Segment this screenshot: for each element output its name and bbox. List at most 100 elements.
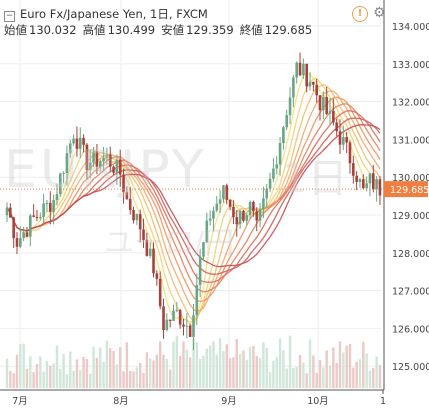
candle-body <box>118 159 122 175</box>
candle-body <box>352 163 355 176</box>
candle-body <box>372 173 375 190</box>
volume-bar <box>82 356 85 388</box>
candle-body <box>278 143 282 165</box>
candle-body <box>258 209 262 221</box>
volume-bar <box>338 341 342 388</box>
volume-bar <box>205 348 208 388</box>
volume-bar <box>305 373 308 388</box>
candle-body <box>255 211 259 221</box>
volume-bar <box>368 370 372 388</box>
volume-bar <box>42 371 45 388</box>
candle-body <box>65 153 69 173</box>
x-tick-label: 10月 <box>307 396 329 407</box>
alert-icon[interactable]: ! <box>352 6 368 22</box>
candle-body <box>92 151 95 163</box>
candle-body <box>378 179 382 196</box>
candle-body <box>78 137 82 149</box>
candle-body <box>102 157 105 162</box>
volume-bar <box>79 370 82 388</box>
candle-body <box>185 325 189 327</box>
volume-bar <box>242 350 245 388</box>
low-value: 129.359 <box>186 23 234 37</box>
candle-body <box>265 188 269 199</box>
volume-bar <box>232 357 235 388</box>
candle-body <box>332 110 335 123</box>
candle-body <box>142 229 145 240</box>
candle-body <box>9 207 12 218</box>
candle-body <box>192 315 195 337</box>
volume-bar <box>222 351 225 388</box>
settings-icon[interactable]: ⚙ <box>373 5 386 21</box>
candle-body <box>152 248 155 274</box>
candle-body <box>162 306 165 331</box>
volume-bar <box>325 350 328 388</box>
candle-body <box>312 81 315 85</box>
volume-bar <box>285 368 288 388</box>
candle-body <box>208 218 212 221</box>
volume-bar <box>172 341 175 388</box>
volume-bar <box>109 348 112 388</box>
watermark-symbol: EURJPY <box>4 140 207 200</box>
y-tick-label: 130.000 <box>392 173 429 184</box>
volume-bar <box>112 350 115 388</box>
volume-bar <box>235 338 238 388</box>
candle-body <box>145 239 149 256</box>
candle-body <box>155 273 159 279</box>
x-tick-label-end: 1 <box>380 396 386 407</box>
volume-bar <box>89 373 92 388</box>
volume-bar <box>318 359 322 388</box>
candle-body <box>302 63 305 76</box>
volume-bar <box>125 342 129 388</box>
volume-bar <box>345 345 348 388</box>
candle-body <box>58 173 62 195</box>
candle-body <box>29 215 32 237</box>
volume-bar <box>362 341 365 388</box>
volume-bar <box>258 358 262 388</box>
watermark-interval: 1日 <box>282 156 348 202</box>
volume-bar <box>352 367 355 388</box>
candle-body <box>112 166 115 173</box>
candle-body <box>25 232 29 237</box>
volume-bar <box>295 366 298 388</box>
candle-body <box>19 238 22 247</box>
volume-bar <box>195 342 199 388</box>
candle-body <box>348 142 352 164</box>
candle-body <box>48 202 52 212</box>
volume-bar <box>282 350 285 388</box>
volume-bar <box>49 365 52 388</box>
candle-body <box>122 174 125 193</box>
candle-body <box>105 154 109 158</box>
collapse-icon[interactable]: − <box>4 11 15 22</box>
volume-bar <box>85 359 89 388</box>
candle-body <box>375 179 378 190</box>
candle-body <box>318 95 322 111</box>
candle-body <box>39 216 42 218</box>
candle-body <box>345 137 348 143</box>
candle-body <box>35 216 39 218</box>
close-value: 129.685 <box>264 23 313 37</box>
candle-body <box>158 278 162 307</box>
high-value: 130.499 <box>107 23 156 37</box>
volume-bar <box>365 353 368 388</box>
volume-bar <box>5 358 9 388</box>
candle-body <box>32 215 35 217</box>
y-tick-label: 129.000 <box>392 211 429 222</box>
volume-bar <box>122 371 125 388</box>
candle-body <box>148 248 152 256</box>
volume-bar <box>275 357 278 388</box>
volume-bar <box>198 359 202 388</box>
volume-bar <box>262 342 265 388</box>
volume-bar <box>202 356 205 388</box>
volume-bar <box>35 363 39 388</box>
candle-body <box>88 162 92 170</box>
candle-body <box>325 97 328 114</box>
volume-bar <box>342 352 345 388</box>
volume-bar <box>132 371 135 388</box>
volume-bar <box>335 363 338 388</box>
volume-bar <box>358 358 362 388</box>
volume-bar <box>25 368 29 388</box>
volume-bar <box>158 341 162 388</box>
symbol-title: Euro Fx/Japanese Yen, 1日, FXCM <box>20 7 208 21</box>
volume-bar <box>52 363 55 388</box>
